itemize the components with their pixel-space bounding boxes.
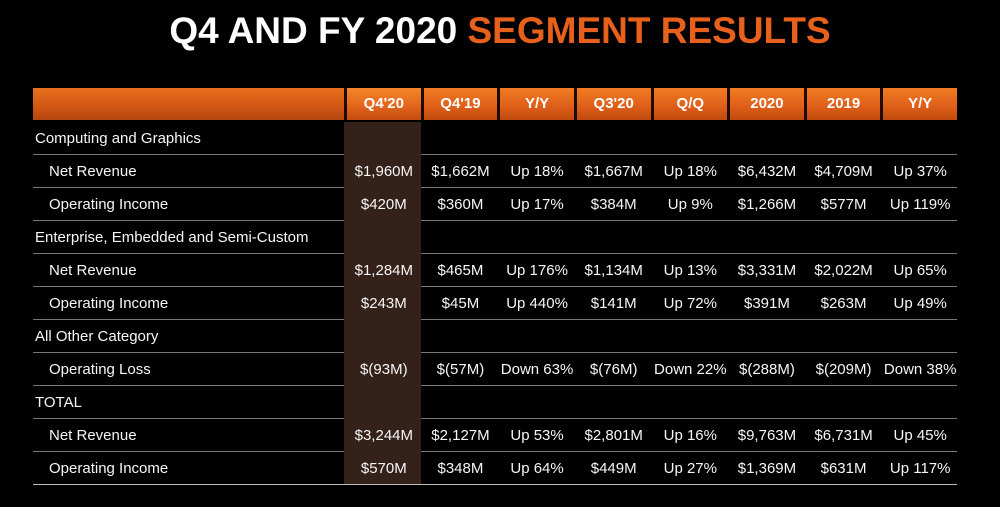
page-title: Q4 AND FY 2020 SEGMENT RESULTS	[0, 10, 1000, 52]
column-header-yy: Y/Y	[883, 88, 957, 120]
data-row: Net Revenue $1,960M $1,662M Up 18% $1,667M Up…	[33, 155, 957, 188]
value-cell: $9,763M	[737, 426, 797, 444]
value-cell: $263M	[820, 294, 867, 312]
value-cell: $2,127M	[431, 426, 490, 444]
value-cell: $(93M)	[360, 360, 408, 378]
value-cell: Up 16%	[663, 426, 717, 444]
value-cell: Down 63%	[500, 360, 574, 378]
value-cell: Up 27%	[663, 459, 717, 477]
value-cell: Up 440%	[506, 294, 568, 312]
column-header-qq: Q/Q	[653, 88, 728, 120]
value-cell: Up 37%	[893, 162, 947, 180]
data-row: Operating Income $420M $360M Up 17% $384M Up …	[33, 188, 957, 221]
column-header-2019: 2019	[806, 88, 881, 120]
section-row: TOTAL	[33, 386, 957, 419]
data-row: Operating Income $570M $348M Up 64% $449M Up …	[33, 452, 957, 485]
value-cell: Down 22%	[654, 360, 727, 378]
value-cell: $45M	[441, 294, 480, 312]
value-cell: $6,432M	[737, 162, 797, 180]
column-header-2020: 2020	[730, 88, 804, 120]
column-header-q419: Q4'19	[423, 88, 498, 120]
page-title-plain: Q4 AND FY 2020	[169, 10, 468, 51]
value-cell: $1,266M	[737, 195, 797, 213]
section-row: Enterprise, Embedded and Semi-Custom	[33, 221, 957, 254]
row-label: Operating Loss	[49, 360, 151, 378]
value-cell: $391M	[744, 294, 790, 312]
table-header: Q4'20 Q4'19 Y/Y Q3'20 Q/Q 2020 2019 Y/Y	[33, 88, 957, 120]
data-row: Operating Loss $(93M) $(57M) Down 63% $(76M)…	[33, 353, 957, 386]
value-cell: Up 176%	[506, 261, 568, 279]
value-cell: Up 49%	[893, 294, 947, 312]
value-cell: $384M	[590, 195, 637, 213]
value-cell: $4,709M	[814, 162, 873, 180]
value-cell: $243M	[360, 294, 407, 312]
value-cell: $1,667M	[584, 162, 643, 180]
value-cell: $631M	[820, 459, 867, 477]
row-label: Net Revenue	[49, 426, 137, 444]
row-label: Net Revenue	[49, 261, 137, 279]
value-cell: $2,022M	[814, 261, 873, 279]
row-label: Operating Income	[49, 294, 169, 312]
value-cell: Up 65%	[893, 261, 947, 279]
section-row: Computing and Graphics	[33, 122, 957, 155]
value-cell: Up 18%	[510, 162, 564, 180]
section-label: Enterprise, Embedded and Semi-Custom	[35, 228, 309, 246]
value-cell: Up 45%	[893, 426, 947, 444]
data-row: Net Revenue $1,284M $465M Up 176% $1,134M Up …	[33, 254, 957, 287]
section-label: All Other Category	[35, 327, 159, 345]
value-cell: $449M	[590, 459, 637, 477]
value-cell: Down 38%	[883, 360, 957, 378]
row-label: Net Revenue	[49, 162, 137, 180]
value-cell: $141M	[590, 294, 637, 312]
data-row: Operating Income $243M $45M Up 440% $141M Up …	[33, 287, 957, 320]
table-body: Computing and Graphics Net Revenue $1,960M…	[33, 122, 957, 485]
value-cell: $(76M)	[589, 360, 638, 378]
value-cell: $360M	[437, 195, 484, 213]
value-cell: $570M	[360, 459, 407, 477]
value-cell: Up 13%	[663, 261, 717, 279]
value-cell: $6,731M	[814, 426, 873, 444]
value-cell: $1,662M	[431, 162, 490, 180]
value-cell: Up 72%	[663, 294, 717, 312]
value-cell: Up 9%	[667, 195, 713, 213]
segment-results-table: Q4'20 Q4'19 Y/Y Q3'20 Q/Q 2020 2019 Y/Y Computi…	[33, 88, 957, 485]
value-cell: $2,801M	[584, 426, 643, 444]
value-cell: $420M	[360, 195, 407, 213]
value-cell: Up 64%	[510, 459, 564, 477]
value-cell: $3,331M	[737, 261, 797, 279]
value-cell: Up 53%	[510, 426, 564, 444]
row-label: Operating Income	[49, 195, 169, 213]
column-header-yy: Y/Y	[500, 88, 574, 120]
column-header-q320: Q3'20	[576, 88, 651, 120]
header-label-spacer	[33, 88, 344, 120]
value-cell: $1,284M	[354, 261, 413, 279]
value-cell: $1,960M	[354, 162, 413, 180]
value-cell: $465M	[437, 261, 484, 279]
value-cell: $1,134M	[584, 261, 643, 279]
value-cell: $(288M)	[739, 360, 795, 378]
value-cell: $348M	[437, 459, 484, 477]
page-title-accent: SEGMENT RESULTS	[467, 10, 831, 51]
value-cell: $3,244M	[354, 426, 413, 444]
value-cell: Up 119%	[889, 195, 951, 213]
value-cell: Up 17%	[510, 195, 564, 213]
section-label: Computing and Graphics	[35, 129, 201, 147]
value-cell: $(209M)	[815, 360, 872, 378]
section-label: TOTAL	[35, 393, 82, 411]
data-row: Net Revenue $3,244M $2,127M Up 53% $2,801M Up…	[33, 419, 957, 452]
value-cell: Up 18%	[663, 162, 717, 180]
column-header-q420: Q4'20	[347, 88, 421, 120]
value-cell: $1,369M	[737, 459, 797, 477]
section-row: All Other Category	[33, 320, 957, 353]
value-cell: $577M	[820, 195, 867, 213]
value-cell: $(57M)	[436, 360, 485, 378]
row-label: Operating Income	[49, 459, 169, 477]
value-cell: Up 117%	[889, 459, 951, 477]
q420-highlight-band	[344, 122, 421, 484]
